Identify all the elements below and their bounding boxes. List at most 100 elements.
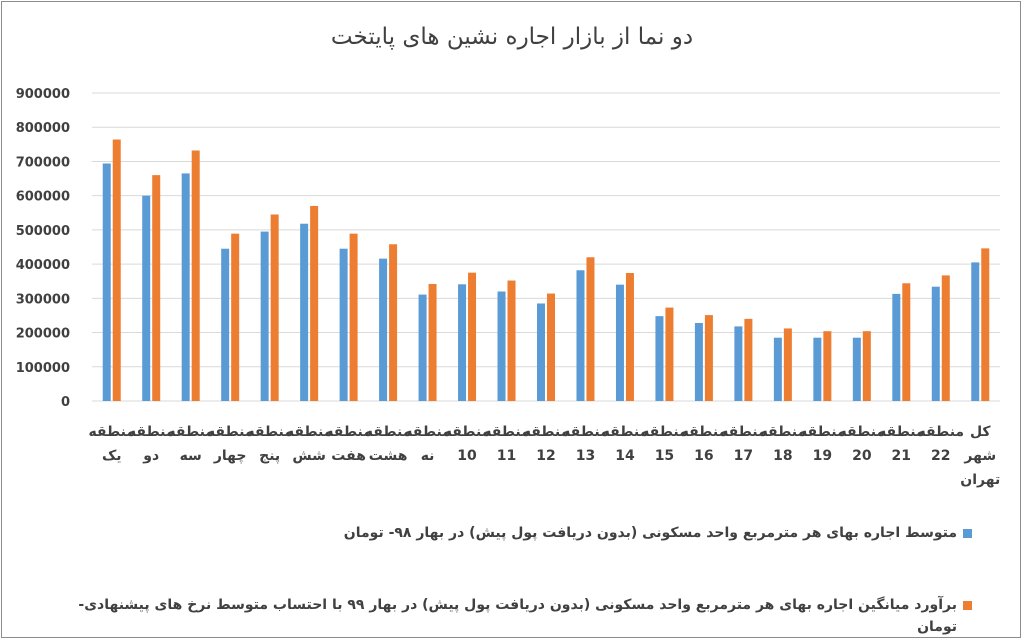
bar-series-2 [191, 150, 200, 401]
bar-series-1 [221, 248, 230, 401]
bar-series-1 [181, 173, 190, 401]
x-tick-label: 21 [892, 448, 911, 464]
x-tick-label: نه [421, 448, 435, 464]
x-tick-label: منطقه [483, 424, 530, 440]
bar-series-2 [665, 307, 674, 401]
y-tick-label: 200000 [16, 327, 70, 342]
bar-series-1 [339, 248, 348, 401]
bar-series-1 [892, 293, 901, 401]
legend-label-series-2: برآورد میانگین اجاره بهای هر مترمربع واح… [78, 597, 957, 635]
x-tick-label: پنج [259, 448, 280, 464]
bar-series-2 [823, 331, 832, 401]
bar-series-2 [112, 139, 121, 401]
y-tick-label: 100000 [16, 361, 70, 376]
bar-series-1 [418, 294, 427, 401]
x-tick-label: سه [180, 448, 202, 464]
bar-series-1 [497, 291, 506, 401]
bar-series-1 [537, 303, 545, 401]
bar-series-2 [507, 280, 516, 401]
bar-series-2 [941, 275, 950, 401]
bar-series-1 [379, 258, 388, 401]
y-tick-label: 500000 [16, 224, 70, 239]
bar-series-2 [744, 318, 753, 401]
y-tick-label: 300000 [16, 292, 70, 307]
bar-series-2 [270, 214, 279, 401]
bar-series-2 [231, 233, 240, 401]
bar-series-1 [458, 284, 467, 401]
x-tick-label: منطقه [404, 424, 451, 440]
legend-label-series-1: متوسط اجاره بهای هر مترمربع واحد مسکونی … [343, 525, 957, 541]
bar-series-1 [852, 337, 861, 401]
x-tick-label: منطقه [167, 424, 214, 440]
y-tick-label: 400000 [16, 258, 70, 273]
x-tick-label: هشت [369, 448, 408, 464]
bar-series-1 [813, 337, 822, 401]
x-tick-label: منطقه [681, 424, 728, 440]
bar-series-2 [625, 273, 634, 401]
bar-series-1 [576, 270, 585, 401]
x-tick-label: منطقه [878, 424, 925, 440]
bar-series-1 [971, 262, 980, 401]
x-tick-label: 17 [734, 448, 753, 464]
bar-series-2 [704, 315, 713, 401]
x-tick-label: منطقه [246, 424, 293, 440]
x-tick-label: منطقه [602, 424, 649, 440]
x-tick-label: 19 [813, 448, 832, 464]
chart-title: دو نما از بازار اجاره نشین های پایتخت [330, 24, 694, 50]
x-tick-label: منطقه [88, 424, 135, 440]
bar-series-2 [152, 175, 161, 401]
x-tick-label: 11 [497, 448, 516, 464]
bar-series-1 [931, 286, 940, 401]
x-tick-label: 15 [655, 448, 674, 464]
x-tick-label: یک [102, 448, 122, 464]
x-tick-label: 12 [536, 448, 555, 464]
x-tick-label: 10 [457, 448, 477, 464]
bar-series-1 [260, 231, 269, 401]
legend-item-series-2: برآورد میانگین اجاره بهای هر مترمربع واح… [72, 594, 972, 638]
bar-series-2 [586, 257, 595, 401]
y-tick-label: 600000 [16, 190, 70, 205]
y-tick-label: 0 [61, 395, 70, 410]
x-tick-label: تهران [960, 472, 1000, 488]
x-tick-label: 20 [852, 448, 872, 464]
bar-series-2 [349, 233, 358, 401]
x-tick-label: 18 [773, 448, 792, 464]
bar-series-2 [902, 283, 911, 401]
x-tick-label: 22 [931, 448, 950, 464]
y-tick-label: 700000 [16, 155, 70, 170]
bar-series-2 [862, 331, 871, 401]
legend-item-series-1: متوسط اجاره بهای هر مترمربع واحد مسکونی … [72, 522, 972, 544]
x-tick-label: منطقه [286, 424, 333, 440]
bar-series-1 [102, 163, 111, 401]
x-tick-label: منطقه [562, 424, 609, 440]
x-tick-label: منطقه [917, 424, 964, 440]
bar-series-1 [300, 223, 309, 401]
x-tick-label: منطقه [207, 424, 254, 440]
y-tick-label: 900000 [16, 87, 70, 102]
bar-series-1 [615, 284, 624, 401]
x-tick-label: 14 [615, 448, 635, 464]
x-tick-label: شش [292, 448, 326, 464]
x-tick-label: منطقه [799, 424, 846, 440]
bar-series-1 [142, 195, 151, 401]
y-tick-label: 800000 [16, 121, 70, 136]
bar-series-1 [734, 326, 743, 401]
bar-series-2 [389, 244, 398, 401]
bar-series-2 [468, 272, 477, 401]
bar-series-2 [783, 328, 792, 401]
x-tick-label: منطقه [444, 424, 491, 440]
x-tick-label: منطقه [365, 424, 412, 440]
x-tick-label: منطقه [760, 424, 807, 440]
bar-series-1 [655, 316, 664, 401]
x-tick-label: 16 [694, 448, 713, 464]
bar-series-2 [428, 283, 437, 401]
bar-series-1 [773, 337, 782, 401]
bar-series-2 [981, 248, 990, 401]
x-tick-label: منطقه [325, 424, 372, 440]
legend-swatch-series-1 [963, 529, 972, 538]
x-tick-label: هفت [331, 448, 366, 464]
x-tick-label: کل [970, 424, 991, 440]
legend-swatch-series-2 [963, 601, 972, 610]
x-tick-label: چهار [213, 448, 247, 464]
